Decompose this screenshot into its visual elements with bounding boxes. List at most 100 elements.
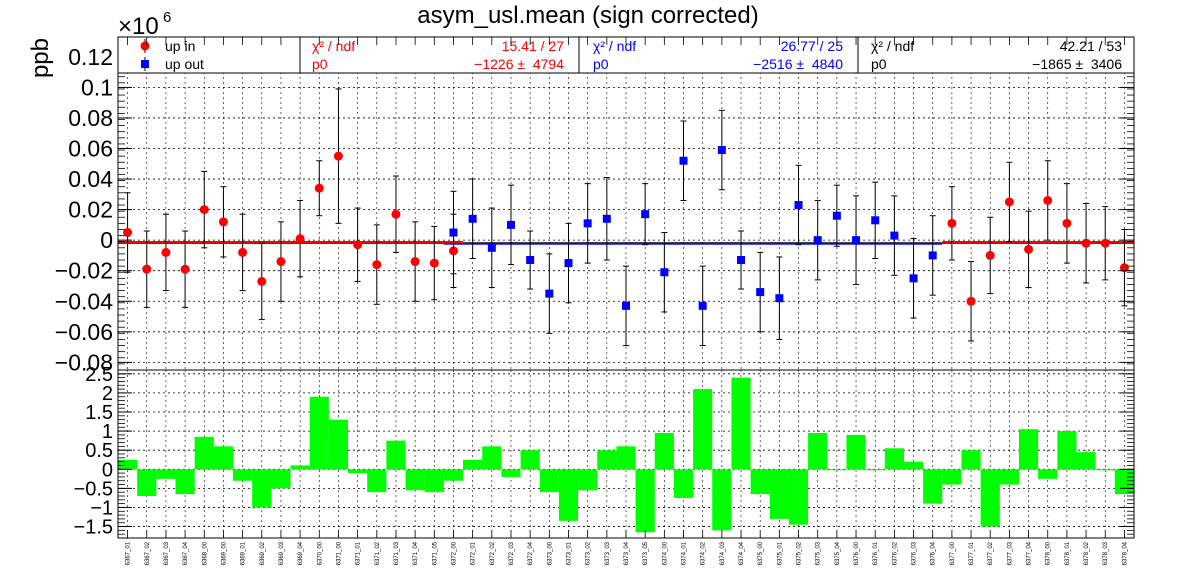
top-y-tick-label: 0.08 [68,105,113,131]
x-tick-label: 6368_00 [202,541,208,565]
stats-in-chi2-label: χ² / ndf [312,38,355,54]
x-tick-label: 6369_03 [279,541,285,565]
data-point-up-in [1100,238,1110,248]
top-y-tick-label: 0.04 [68,166,113,192]
pull-bar [463,459,483,470]
top-y-tick-label: −0.02 [55,258,113,284]
data-point-up-out [506,220,515,229]
stats-all-chi2-label: χ² / ndf [871,38,914,54]
data-point-up-in [966,296,976,306]
bottom-y-tick-label: 2.5 [85,364,113,386]
bottom-y-tick-label: 1.5 [85,402,113,424]
data-point-up-out [794,201,803,210]
x-tick-label: 6373_01 [566,541,572,565]
pull-bar [942,469,962,485]
bottom-frame [117,369,1135,539]
data-point-up-out [737,256,746,265]
x-tick-label: 6371_05 [432,541,438,565]
stats-in-frame [299,36,580,74]
data-point-up-in [333,151,343,161]
pull-bar [712,469,732,531]
bottom-y-tick-label: 0 [102,459,113,481]
data-point-up-in [218,217,228,227]
x-tick-label: 6371_04 [413,541,419,565]
data-point-up-out [526,256,535,265]
x-tick-label: 6377_00 [950,541,956,565]
legend-box: up in up out [117,36,301,74]
pull-bar [999,469,1019,485]
pull-bar [501,469,521,477]
data-point-up-in [257,276,267,286]
pull-bar [348,469,368,474]
pull-bar [1076,452,1096,470]
legend-up-out-marker [141,60,149,68]
x-tick-label: 6375_00 [758,541,764,565]
data-point-up-in [410,257,420,267]
x-tick-label: 6373_03 [605,541,611,565]
x-tick-label: 6369_04 [298,541,304,565]
top-y-tick-label: −0.06 [55,319,113,345]
data-point-up-out [641,210,650,219]
top-y-tick-label: 0.06 [68,136,113,162]
data-point-up-out [622,301,630,310]
x-tick-label: 6377_04 [1027,541,1033,565]
data-point-up-in [391,209,401,219]
pull-bar [367,469,387,493]
x-tick-label: 6375_03 [816,541,822,565]
data-point-up-in [238,247,248,257]
y-multiplier: ×10 6 [118,9,171,40]
bottom-y-tick-label: 2 [102,383,113,405]
data-point-up-out [775,294,784,303]
data-point-up-in [1062,218,1072,228]
pull-bar [118,459,138,470]
stats-all-p0-value: −1865 ± 3406 [1032,56,1122,72]
data-point-up-out [487,243,496,252]
data-point-up-out [583,219,592,228]
pull-bar [750,469,770,495]
pull-bar [788,469,809,525]
x-tick-label: 6378_02 [1084,541,1090,565]
x-tick-label: 6374_00 [662,541,668,565]
x-tick-label: 6375_02 [797,541,803,565]
pull-bar [175,469,195,495]
bottom-y-tick-label: 1 [102,421,113,443]
pull-bar [1057,431,1077,470]
data-point-up-in [314,183,324,193]
data-point-up-in [1119,263,1129,273]
data-point-up-out [468,214,477,223]
stats-out-p0-value: −2516 ± 4840 [753,56,843,72]
data-point-up-in [180,264,190,274]
data-point-up-in [947,218,957,228]
x-tick-label: 6373_05 [643,541,649,565]
data-point-up-out [813,236,822,245]
pull-bar [156,469,176,479]
data-point-up-out [449,228,458,237]
pull-bar [769,469,789,519]
x-tick-label: 6376_02 [892,541,898,565]
pull-bar [290,465,310,470]
x-tick-label: 6378_04 [1122,541,1128,565]
data-point-up-out [871,216,880,225]
stats-box-combined: χ² / ndf 42.21 / 53 p0 −1865 ± 3406 [857,36,1135,74]
data-point-up-in [429,258,439,268]
stats-out-p0-label: p0 [593,56,609,72]
pull-bar [597,450,617,470]
y-multiplier-base: ×10 [118,13,159,40]
x-tick-label: 6371_01 [356,541,362,565]
bottom-y-tick-label: 0.5 [85,440,113,462]
fit-lines [118,241,1134,246]
stats-out-chi2-value: 26.77 / 25 [781,38,843,54]
pull-bar [578,469,598,491]
x-tick-label: 6372_03 [509,541,515,565]
pull-bar [443,469,464,481]
x-tick-label: 6371_02 [375,541,381,565]
data-point-up-in [142,264,152,274]
x-tick-label: 6372_04 [528,541,534,565]
stats-box-up-in: χ² / ndf 15.41 / 27 p0 −1226 ± 4794 [299,36,580,74]
pull-bar [616,446,636,470]
data-points [123,88,1129,347]
x-tick-label: 6369_00 [221,541,227,565]
x-tick-label: 6371_00 [336,541,342,565]
x-tick-label: 6376_01 [873,541,879,565]
